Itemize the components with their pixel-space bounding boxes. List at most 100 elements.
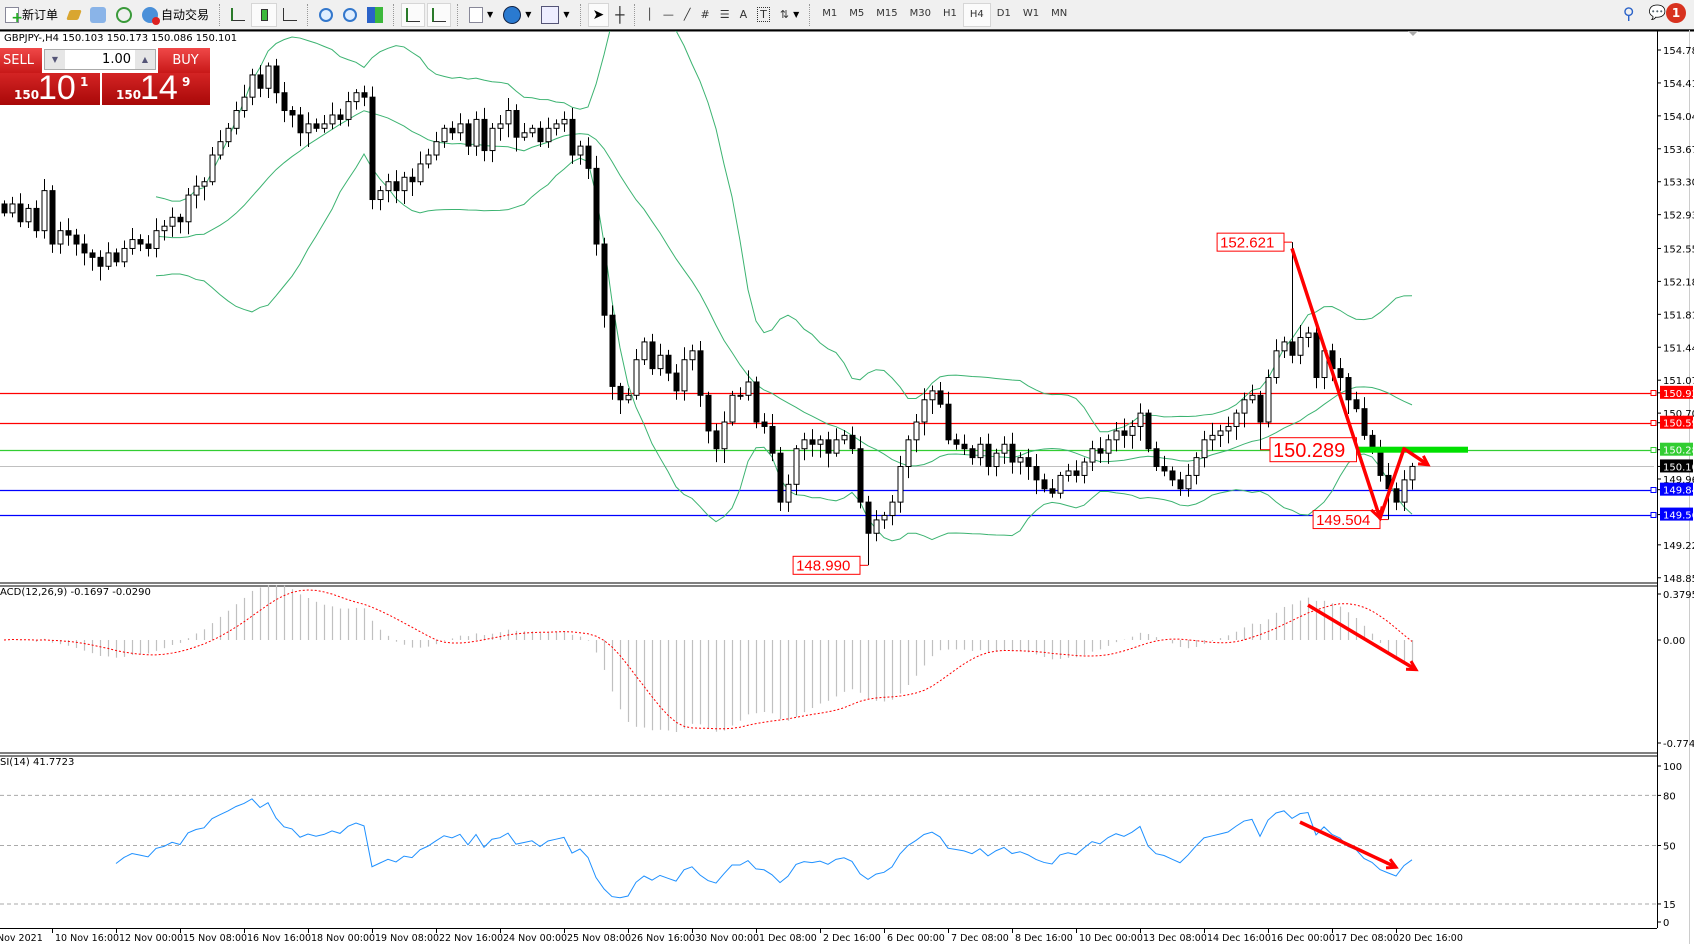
candle[interactable] (1177, 471, 1184, 496)
candle[interactable] (1, 200, 8, 217)
timeframe-h4[interactable]: H4 (962, 2, 991, 27)
candle[interactable] (49, 185, 56, 253)
lot-size-value[interactable]: 1.00 (102, 52, 131, 67)
candle[interactable] (713, 423, 720, 463)
candle[interactable] (273, 58, 280, 104)
candle[interactable] (249, 68, 256, 106)
hline-handle[interactable] (1650, 390, 1657, 396)
candle[interactable] (993, 448, 1000, 477)
candle[interactable] (769, 414, 776, 462)
candle[interactable] (1145, 409, 1152, 453)
candle[interactable] (313, 118, 320, 132)
candle[interactable] (953, 433, 960, 450)
candle[interactable] (897, 455, 904, 513)
candle[interactable] (1249, 384, 1256, 404)
channel-tool[interactable]: # (697, 3, 714, 27)
candle[interactable] (1057, 471, 1064, 499)
new-order-button[interactable]: + 新订单 (1, 3, 62, 27)
candle[interactable] (873, 510, 880, 542)
candle[interactable] (177, 213, 184, 234)
candle[interactable] (1121, 418, 1128, 448)
candle[interactable] (121, 240, 128, 268)
candle[interactable] (97, 250, 104, 281)
terminal-button[interactable] (86, 3, 110, 27)
horizontal-line-tool[interactable]: — (659, 3, 678, 27)
candle[interactable] (1001, 436, 1008, 464)
candle[interactable] (1233, 409, 1240, 440)
candle[interactable] (105, 242, 112, 270)
candle[interactable] (881, 511, 888, 529)
candle[interactable] (1073, 460, 1080, 483)
candle[interactable] (729, 390, 736, 426)
candle[interactable] (17, 193, 24, 228)
text-tool[interactable]: A (736, 3, 752, 27)
auto-scroll-button[interactable] (401, 2, 426, 27)
candle[interactable] (1353, 391, 1360, 413)
candle[interactable] (561, 111, 568, 132)
search-icon[interactable]: ⚲ (1622, 3, 1635, 23)
candle[interactable] (401, 171, 408, 204)
indicators-button[interactable]: ▼ (465, 3, 497, 27)
candle[interactable] (129, 228, 136, 255)
candle[interactable] (417, 151, 424, 186)
candle[interactable] (641, 337, 648, 366)
candle[interactable] (665, 349, 672, 382)
timeframe-w1[interactable]: W1 (1022, 8, 1040, 19)
candle[interactable] (841, 430, 848, 445)
candle[interactable] (489, 122, 496, 163)
candle[interactable] (241, 84, 248, 118)
candle[interactable] (521, 122, 528, 141)
candle[interactable] (801, 432, 808, 461)
chart-shift-button[interactable] (427, 2, 452, 27)
candle[interactable] (113, 248, 120, 267)
candle[interactable] (1305, 326, 1312, 348)
candle[interactable] (585, 137, 592, 180)
candle[interactable] (785, 474, 792, 512)
candle[interactable] (385, 173, 392, 203)
candle[interactable] (1097, 437, 1104, 463)
candle[interactable] (809, 429, 816, 457)
candle[interactable] (1201, 430, 1208, 468)
candle[interactable] (1393, 482, 1400, 511)
candle[interactable] (1105, 434, 1112, 464)
annotation-box[interactable] (1216, 232, 1285, 252)
candlestick-chart-button[interactable] (251, 2, 278, 27)
candle[interactable] (1129, 420, 1136, 449)
candle[interactable] (89, 249, 96, 271)
candle[interactable] (1313, 323, 1320, 389)
candle[interactable] (761, 413, 768, 434)
candle[interactable] (329, 102, 336, 130)
candle[interactable] (1041, 473, 1048, 493)
candle[interactable] (289, 106, 296, 128)
bar-chart-button[interactable] (227, 3, 249, 27)
arrows-tool[interactable]: ⇅ ▼ (776, 3, 803, 27)
candle[interactable] (1409, 462, 1416, 490)
candle[interactable] (209, 147, 216, 186)
candle[interactable] (1209, 422, 1216, 451)
trendline-tool[interactable]: ╱ (680, 3, 695, 27)
candle[interactable] (937, 381, 944, 408)
candle[interactable] (569, 107, 576, 164)
candle[interactable] (497, 114, 504, 141)
candle[interactable] (225, 122, 232, 148)
candle[interactable] (857, 436, 864, 509)
candle[interactable] (305, 112, 312, 148)
candle[interactable] (745, 370, 752, 401)
candle[interactable] (1289, 242, 1296, 364)
annotation-box[interactable] (792, 555, 861, 575)
candle[interactable] (33, 200, 40, 238)
candle[interactable] (185, 187, 192, 235)
candle[interactable] (425, 148, 432, 169)
candle[interactable] (465, 119, 472, 156)
candle[interactable] (361, 85, 368, 107)
candle[interactable] (1265, 369, 1272, 428)
candle[interactable] (481, 107, 488, 162)
candle[interactable] (1361, 397, 1368, 440)
candle[interactable] (9, 196, 16, 218)
candle[interactable] (377, 186, 384, 211)
crosshair-tool-button[interactable]: ┼ (611, 3, 628, 27)
candle[interactable] (137, 234, 144, 252)
candle[interactable] (553, 119, 560, 136)
lot-increase-button[interactable]: ▲ (135, 50, 155, 69)
candle[interactable] (353, 89, 360, 110)
